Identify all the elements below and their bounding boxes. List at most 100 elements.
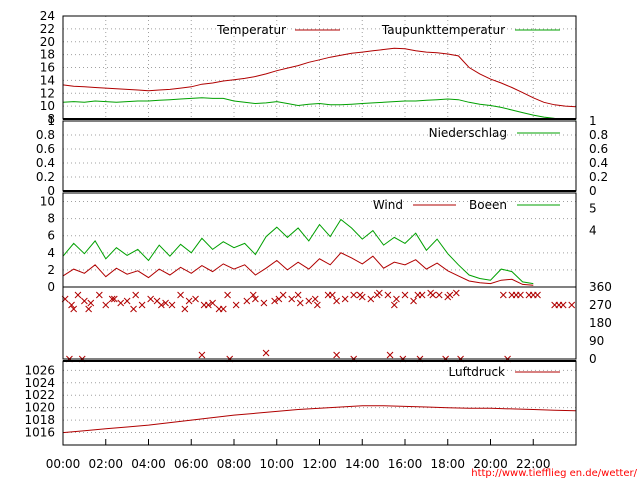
direction-point: [296, 299, 304, 307]
direction-point: [168, 301, 176, 309]
x-tick-label: 14:00: [345, 457, 380, 471]
wind-y2tick-label: 5: [589, 201, 597, 215]
x-tick-label: 04:00: [131, 457, 166, 471]
precip-y2tick-label: 0.4: [589, 156, 608, 170]
direction-point: [555, 301, 563, 309]
x-tick-label: 00:00: [46, 457, 81, 471]
direction-y2tick-label: 0: [589, 352, 597, 366]
direction-point: [204, 301, 212, 309]
direction-point: [68, 301, 75, 309]
frame-layer: [62, 15, 577, 446]
temperature-ytick-label: 20: [40, 35, 55, 49]
temperature-ytick-label: 24: [40, 9, 55, 23]
direction-point: [311, 295, 319, 303]
direction-point: [305, 297, 313, 305]
source-link: http://www.tiefflieg en.de/wetter/: [471, 468, 637, 479]
gust-legend-label: Boeen: [469, 198, 507, 212]
wind-y2tick-label: 4: [589, 224, 597, 238]
pressure-series-luftdruck: [62, 405, 577, 434]
direction-point: [401, 291, 409, 299]
direction-y2tick-label: 360: [589, 280, 612, 294]
wind-ytick-label: 4: [47, 246, 55, 260]
direction-panel-frame: [62, 286, 577, 360]
precip-ytick-label: 0: [47, 184, 55, 198]
direction-point: [288, 295, 296, 303]
x-tick-label: 08:00: [217, 457, 252, 471]
x-tick-label: 02:00: [88, 457, 123, 471]
wind-series-wind: [62, 252, 534, 286]
x-tick-label: 20:00: [473, 457, 508, 471]
precip-ytick-label: 0.4: [36, 156, 55, 170]
precip-y2tick-label: 0: [589, 184, 597, 198]
direction-point: [384, 291, 392, 299]
pressure-ytick-label: 1022: [24, 388, 55, 402]
direction-point: [123, 297, 131, 305]
direction-point: [108, 295, 116, 303]
direction-point: [373, 291, 381, 299]
direction-point: [429, 291, 437, 299]
x-tick-label: 22:00: [516, 457, 551, 471]
direction-point: [185, 297, 193, 305]
precip-ytick-label: 0.6: [36, 142, 55, 156]
direction-point: [147, 295, 154, 303]
wind-ytick-label: 6: [47, 229, 55, 243]
direction-point: [117, 299, 125, 307]
direction-point: [81, 297, 88, 305]
pressure-ytick-label: 1020: [24, 401, 55, 415]
direction-point: [446, 291, 454, 299]
direction-point: [435, 291, 443, 299]
x-tick-label: 12:00: [302, 457, 337, 471]
temperature-ytick-label: 22: [40, 22, 55, 36]
direction-point: [249, 291, 257, 299]
text-layer: 2422201816141210810.80.60.40.20108642010…: [24, 9, 637, 479]
direction-point: [262, 349, 270, 357]
pressure-ytick-label: 1016: [24, 426, 55, 440]
direction-point: [333, 351, 340, 359]
direction-point: [271, 297, 278, 305]
direction-point: [85, 305, 93, 313]
dewpoint-legend-label: Taupunkttemperatur: [381, 23, 505, 37]
direction-point: [328, 291, 336, 299]
direction-point: [260, 299, 268, 307]
direction-point: [138, 301, 146, 309]
direction-y2tick-label: 270: [589, 298, 612, 312]
direction-point: [529, 291, 537, 299]
direction-point: [452, 289, 460, 297]
x-tick-label: 06:00: [174, 457, 209, 471]
direction-point: [341, 295, 349, 303]
wind-ytick-label: 10: [40, 195, 55, 209]
temperature-ytick-label: 14: [40, 73, 55, 87]
direction-point: [410, 297, 417, 305]
direction-point: [157, 301, 165, 309]
direction-point: [219, 305, 227, 313]
direction-point: [110, 295, 118, 303]
precip-ytick-label: 0.8: [36, 128, 55, 142]
direction-point: [414, 291, 422, 299]
pressure-ytick-label: 1018: [24, 413, 55, 427]
direction-point: [350, 291, 358, 299]
direction-point: [132, 291, 140, 299]
direction-point: [568, 301, 576, 309]
wind-ytick-label: 2: [47, 263, 55, 277]
temperature-ytick-label: 12: [40, 86, 55, 100]
temperature-ytick-label: 18: [40, 48, 55, 62]
precip-legend-label: Niederschlag: [429, 126, 507, 140]
precip-y2tick-label: 1: [589, 114, 597, 128]
direction-point: [294, 291, 302, 299]
temperature-legend-label: Temperatur: [216, 23, 286, 37]
direction-y2tick-label: 90: [589, 334, 604, 348]
direction-point: [95, 291, 103, 299]
grid-layer: [63, 16, 576, 434]
temperature-ytick-label: 8: [47, 112, 55, 126]
precip-y2tick-label: 0.6: [589, 142, 608, 156]
direction-point: [252, 295, 259, 303]
direction-point: [87, 299, 95, 307]
x-tick-label: 10:00: [259, 457, 294, 471]
direction-point: [224, 291, 231, 299]
direction-point: [356, 291, 364, 299]
direction-point: [499, 291, 507, 299]
pressure-ytick-label: 1024: [24, 376, 55, 390]
temperature-series-taupunkttemperatur: [62, 97, 577, 121]
direction-point: [198, 351, 206, 359]
